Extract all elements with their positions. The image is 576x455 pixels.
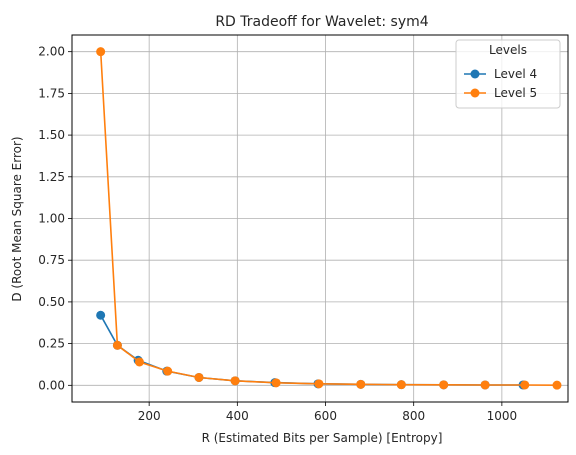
y-tick-label: 1.50 <box>38 128 65 142</box>
legend-marker <box>470 69 480 79</box>
legend-label: Level 4 <box>494 67 537 81</box>
x-tick-label: 600 <box>314 409 337 423</box>
data-point <box>552 380 562 390</box>
series-1 <box>96 310 528 390</box>
data-point <box>480 380 490 390</box>
x-tick-label: 800 <box>402 409 425 423</box>
y-tick-label: 1.00 <box>38 212 65 226</box>
x-ticks: 200 400 600 800 1000 <box>138 402 517 423</box>
legend-title: Levels <box>489 43 527 57</box>
y-axis-label: D (Root Mean Square Error) <box>10 136 24 301</box>
y-tick-label: 0.75 <box>38 253 65 267</box>
y-tick-label: 0.25 <box>38 337 65 351</box>
data-point <box>396 380 406 390</box>
x-tick-label: 400 <box>226 409 249 423</box>
series-layer <box>96 47 562 390</box>
data-point <box>112 340 122 350</box>
y-tick-label: 0.00 <box>38 378 65 392</box>
data-point <box>134 357 144 367</box>
data-point <box>96 310 106 320</box>
y-tick-label: 2.00 <box>38 45 65 59</box>
series-line <box>99 51 558 386</box>
legend-label: Level 5 <box>494 86 537 100</box>
y-tick-label: 1.25 <box>38 170 65 184</box>
legend-box <box>455 39 561 109</box>
x-tick-label: 1000 <box>487 409 518 423</box>
data-point <box>230 376 240 386</box>
legend-marker <box>470 88 480 98</box>
data-point <box>194 372 204 382</box>
chart-title: RD Tradeoff for Wavelet: sym4 <box>215 14 428 30</box>
data-point <box>271 378 281 388</box>
plot-frame <box>71 34 569 403</box>
series-2 <box>96 47 562 390</box>
legend: Levels Level 4 Level 5 <box>455 39 561 109</box>
data-point <box>163 366 173 376</box>
data-point <box>314 379 324 389</box>
data-point <box>520 380 530 390</box>
data-point <box>96 47 106 57</box>
y-ticks: 0.00 0.25 0.50 0.75 1.00 1.25 1.50 1.75 2.00 <box>38 45 72 392</box>
y-tick-label: 0.50 <box>38 295 65 309</box>
y-tick-label: 1.75 <box>38 86 65 100</box>
data-point <box>356 379 366 389</box>
x-axis-label: R (Estimated Bits per Sample) [Entropy] <box>202 431 443 445</box>
data-point <box>439 380 449 390</box>
x-tick-label: 200 <box>138 409 161 423</box>
